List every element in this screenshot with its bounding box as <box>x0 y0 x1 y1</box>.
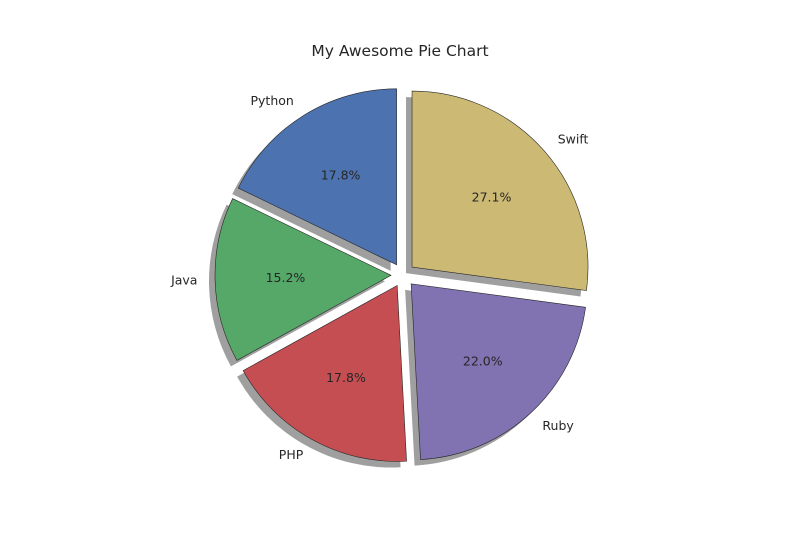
pct-label-ruby: 22.0% <box>463 353 503 368</box>
slice-label-php: PHP <box>279 447 304 462</box>
slice-label-ruby: Ruby <box>542 418 574 433</box>
slice-python <box>237 88 397 266</box>
slice-php <box>242 285 407 462</box>
pct-label-java: 15.2% <box>266 270 306 285</box>
slice-label-swift: Swift <box>558 132 589 147</box>
slice-swift <box>411 90 589 291</box>
chart-title: My Awesome Pie Chart <box>311 42 489 60</box>
pct-label-python: 17.8% <box>321 167 361 182</box>
slice-label-python: Python <box>250 93 293 108</box>
slice-ruby <box>410 283 586 460</box>
slice-label-java: Java <box>170 272 197 287</box>
pct-label-swift: 27.1% <box>472 190 512 205</box>
slice-java <box>214 198 392 361</box>
pct-label-php: 17.8% <box>326 370 366 385</box>
